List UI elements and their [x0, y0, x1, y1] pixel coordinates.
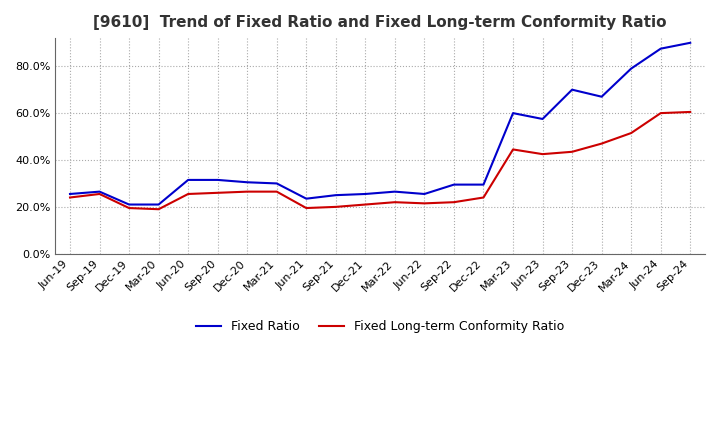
Fixed Ratio [539, 116, 547, 121]
Fixed Long-term Conformity Ratio [213, 190, 222, 195]
Fixed Long-term Conformity Ratio [66, 195, 74, 200]
Fixed Ratio [331, 193, 340, 198]
Fixed Ratio [361, 191, 369, 197]
Fixed Ratio [657, 46, 665, 51]
Legend: Fixed Ratio, Fixed Long-term Conformity Ratio: Fixed Ratio, Fixed Long-term Conformity … [192, 315, 569, 338]
Fixed Ratio [449, 182, 458, 187]
Fixed Long-term Conformity Ratio [390, 200, 399, 205]
Fixed Ratio [154, 202, 163, 207]
Fixed Ratio [686, 40, 695, 45]
Fixed Long-term Conformity Ratio [480, 195, 488, 200]
Fixed Long-term Conformity Ratio [361, 202, 369, 207]
Fixed Ratio [95, 189, 104, 194]
Fixed Long-term Conformity Ratio [568, 149, 577, 154]
Fixed Long-term Conformity Ratio [627, 130, 636, 136]
Fixed Long-term Conformity Ratio [686, 109, 695, 114]
Fixed Ratio [509, 110, 518, 116]
Fixed Ratio [420, 191, 428, 197]
Fixed Long-term Conformity Ratio [243, 189, 251, 194]
Fixed Ratio [627, 66, 636, 71]
Fixed Long-term Conformity Ratio [331, 204, 340, 209]
Fixed Long-term Conformity Ratio [302, 205, 310, 211]
Fixed Ratio [213, 177, 222, 183]
Line: Fixed Long-term Conformity Ratio: Fixed Long-term Conformity Ratio [70, 112, 690, 209]
Fixed Long-term Conformity Ratio [154, 206, 163, 212]
Fixed Long-term Conformity Ratio [272, 189, 281, 194]
Fixed Ratio [480, 182, 488, 187]
Fixed Ratio [66, 191, 74, 197]
Fixed Long-term Conformity Ratio [449, 200, 458, 205]
Fixed Long-term Conformity Ratio [598, 141, 606, 146]
Fixed Long-term Conformity Ratio [184, 191, 192, 197]
Title: [9610]  Trend of Fixed Ratio and Fixed Long-term Conformity Ratio: [9610] Trend of Fixed Ratio and Fixed Lo… [94, 15, 667, 30]
Fixed Ratio [243, 180, 251, 185]
Fixed Ratio [390, 189, 399, 194]
Line: Fixed Ratio: Fixed Ratio [70, 43, 690, 205]
Fixed Long-term Conformity Ratio [420, 201, 428, 206]
Fixed Long-term Conformity Ratio [509, 147, 518, 152]
Fixed Long-term Conformity Ratio [95, 191, 104, 197]
Fixed Ratio [272, 181, 281, 186]
Fixed Long-term Conformity Ratio [657, 110, 665, 116]
Fixed Ratio [302, 196, 310, 202]
Fixed Long-term Conformity Ratio [125, 205, 133, 211]
Fixed Long-term Conformity Ratio [539, 151, 547, 157]
Fixed Ratio [184, 177, 192, 183]
Fixed Ratio [568, 87, 577, 92]
Fixed Ratio [598, 94, 606, 99]
Fixed Ratio [125, 202, 133, 207]
